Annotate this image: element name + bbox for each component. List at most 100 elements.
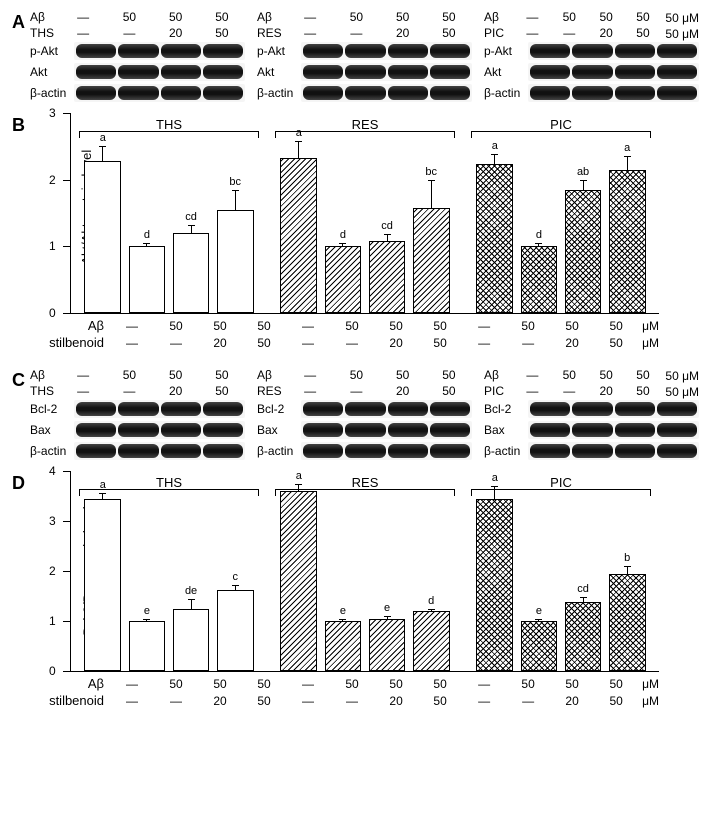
x-row-label: Aβ <box>30 676 110 691</box>
protein-label: Bax <box>484 423 528 437</box>
blot-band <box>388 423 428 437</box>
group-bracket <box>275 489 455 496</box>
blot-header-cell: 50 <box>380 10 426 24</box>
significance-label: e <box>536 605 542 617</box>
x-cell: 50 <box>330 677 374 691</box>
blot-lanes <box>528 84 699 102</box>
significance-label: a <box>296 470 302 482</box>
chart-group: PICaecdb <box>463 471 659 671</box>
blot-band <box>303 44 343 58</box>
protein-label: β-actin <box>257 444 301 458</box>
x-cell: 50 <box>506 677 550 691</box>
blot-band <box>76 44 116 58</box>
blot-band <box>388 444 428 458</box>
blot-band <box>657 86 697 100</box>
bar-col: e <box>369 602 406 671</box>
blot-band <box>76 402 116 416</box>
chart-group: THSaedec <box>71 471 267 671</box>
group-title: PIC <box>550 475 572 490</box>
blot-stilb-label: PIC <box>484 26 514 40</box>
blot-group-ths: Aβ—505050THS——2050p-AktAktβ-actin <box>30 10 245 105</box>
bar-col: e <box>521 605 558 672</box>
protein-label: Bcl-2 <box>257 402 301 416</box>
x-cell: — <box>462 677 506 691</box>
significance-label: e <box>340 605 346 617</box>
blot-band <box>345 86 385 100</box>
chart-d: Bcl-2/Bax protein level(fold of Aβ) 0123… <box>70 471 659 672</box>
blot-lanes <box>301 63 472 81</box>
x-cell: 50 <box>242 336 286 350</box>
blot-header-cell: — <box>287 384 333 398</box>
bar <box>173 233 210 313</box>
bar-col: a <box>476 140 513 313</box>
blot-header-cell: 50 <box>625 26 662 40</box>
error-bar <box>235 190 236 210</box>
bar-col: a <box>84 132 121 313</box>
significance-label: d <box>428 595 434 607</box>
error-bar <box>298 141 299 158</box>
bar-col: d <box>413 595 450 672</box>
blot-header-cell: 50 <box>106 368 152 382</box>
blot-header-cell: — <box>60 384 106 398</box>
error-bar <box>538 619 539 622</box>
blot-header-cell: — <box>333 384 379 398</box>
blot-lanes <box>74 400 245 418</box>
x-cell: — <box>330 694 374 708</box>
blot-band <box>161 444 201 458</box>
x-cell: 50 <box>594 336 638 350</box>
y-tick-label: 2 <box>49 173 56 187</box>
bar <box>280 491 317 671</box>
blot-band <box>615 402 655 416</box>
blot-stilb-label: RES <box>257 26 287 40</box>
panel-a-label: A <box>12 12 25 33</box>
blot-lanes <box>74 84 245 102</box>
protein-label: Bcl-2 <box>30 402 74 416</box>
blot-band <box>530 423 570 437</box>
y-tick-label: 3 <box>49 514 56 528</box>
blot-group-res-c: Aβ—505050RES——2050Bcl-2Baxβ-actin <box>257 368 472 463</box>
error-bar <box>387 616 388 619</box>
blot-header-cell: 50 <box>199 10 245 24</box>
y-tick <box>63 621 71 622</box>
error-bar <box>494 154 495 164</box>
group-title: THS <box>156 475 182 490</box>
bar <box>217 210 254 313</box>
bar <box>84 499 121 672</box>
significance-label: cd <box>577 583 589 595</box>
bar <box>565 190 602 313</box>
blot-band <box>303 423 343 437</box>
y-tick-label: 3 <box>49 106 56 120</box>
blot-header-cell: 20 <box>153 26 199 40</box>
blot-group-pic: Aβ—50505050 μMPIC——205050 μMp-AktAktβ-ac… <box>484 10 699 105</box>
y-tick-label: 2 <box>49 564 56 578</box>
blot-band <box>345 44 385 58</box>
bar-col: bc <box>413 166 450 313</box>
panel-b: B p-Akt/Akt protein level(fold of Aβ) 01… <box>10 113 699 350</box>
chart-group: RESaeed <box>267 471 463 671</box>
y-tick-label: 4 <box>49 464 56 478</box>
x-unit: μM <box>638 319 659 333</box>
significance-label: d <box>536 229 542 241</box>
blot-band <box>572 44 612 58</box>
bar-col: e <box>325 605 362 672</box>
blot-band <box>615 65 655 79</box>
bar-col: a <box>84 479 121 672</box>
error-bar <box>431 180 432 208</box>
y-tick <box>63 313 71 314</box>
significance-label: c <box>232 571 238 583</box>
blot-unit: 50 μM <box>665 11 699 25</box>
error-bar <box>583 180 584 190</box>
x-cell: 50 <box>506 319 550 333</box>
blot-group-pic-c: Aβ—50505050 μMPIC——205050 μMBcl-2Baxβ-ac… <box>484 368 699 463</box>
blot-header-cell: — <box>514 368 551 382</box>
x-cell: 50 <box>242 694 286 708</box>
significance-label: de <box>185 585 197 597</box>
error-bar <box>191 225 192 233</box>
x-cell: — <box>110 694 154 708</box>
blot-band <box>657 402 697 416</box>
blot-band <box>430 402 470 416</box>
panel-d-label: D <box>12 473 25 494</box>
bar <box>325 246 362 313</box>
significance-label: cd <box>381 220 393 232</box>
blot-band <box>203 402 243 416</box>
